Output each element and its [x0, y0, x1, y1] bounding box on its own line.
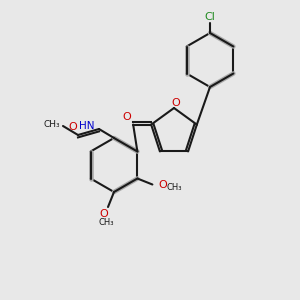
Text: CH₃: CH₃ — [99, 218, 114, 227]
Text: O: O — [158, 179, 167, 190]
Text: CH₃: CH₃ — [166, 183, 182, 192]
Text: CH₃: CH₃ — [44, 120, 60, 129]
Text: O: O — [68, 122, 77, 133]
Text: O: O — [171, 98, 180, 109]
Text: Cl: Cl — [205, 11, 215, 22]
Text: HN: HN — [79, 121, 94, 131]
Text: O: O — [123, 112, 131, 122]
Text: O: O — [99, 208, 108, 219]
